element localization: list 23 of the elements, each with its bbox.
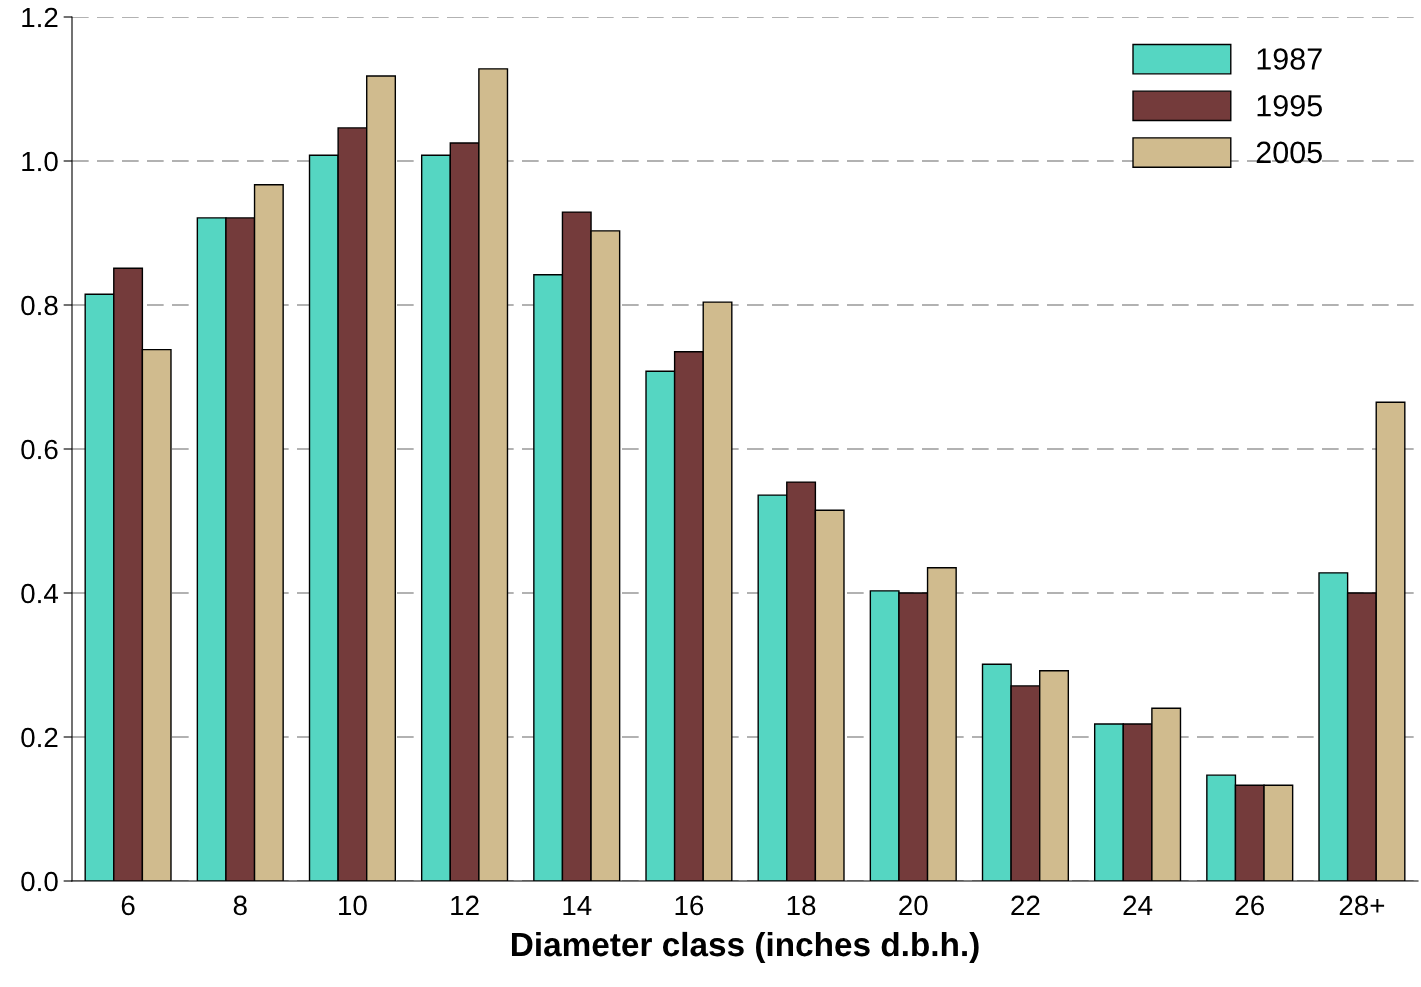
x-tick-label: 28+ [1339,895,1385,916]
x-axis-title: Diameter class (inches d.b.h.) [511,931,979,963]
y-tick-label: 0.8 [21,295,58,316]
legend-label: 1987 [1257,48,1322,70]
y-tick-label: 0.2 [21,727,58,748]
y-tick-label: 1.0 [22,151,58,172]
x-tick-label: 16 [675,895,704,916]
x-tick-label: 10 [339,895,367,916]
y-tick-label: 0.4 [21,583,58,604]
y-tick-label: 1.2 [22,7,58,28]
legend-label: 1995 [1257,94,1322,117]
x-tick-label: 26 [1235,895,1264,916]
y-tick-label: 0.0 [21,871,58,892]
x-tick-label: 6 [121,895,135,916]
x-tick-label: 12 [451,895,479,916]
y-tick-label: 0.6 [21,439,58,460]
x-tick-label: 22 [1011,895,1040,916]
x-tick-label: 24 [1123,895,1153,916]
x-tick-label: 20 [899,895,928,916]
x-tick-label: 18 [787,895,816,916]
x-tick-label: 14 [563,895,592,916]
x-tick-label: 8 [233,895,247,916]
legend-label: 2005 [1256,141,1322,164]
